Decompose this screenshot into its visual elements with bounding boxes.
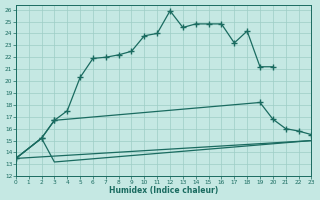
X-axis label: Humidex (Indice chaleur): Humidex (Indice chaleur) <box>109 186 218 195</box>
